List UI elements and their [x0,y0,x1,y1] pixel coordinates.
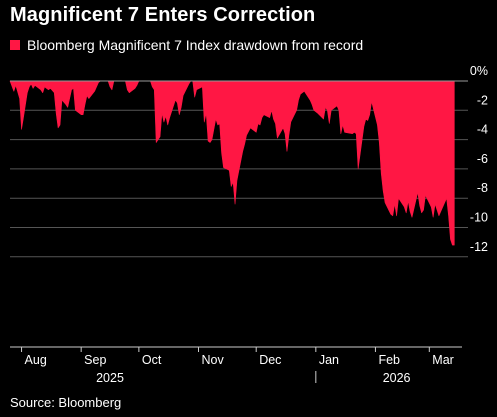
x-tick-label: Aug [25,353,47,367]
axes: 0% -2 -4 -6 -8 -10 -12 Aug Sep Oct Nov Dec Jan Feb Mar… [10,64,488,385]
x-tick-label: Feb [378,353,400,367]
y-tick-label: -4 [477,123,488,137]
x-tick-label: Sep [84,353,106,367]
drawdown-area [9,80,455,246]
y-tick-label: -2 [477,93,488,107]
x-tick-label: Nov [201,353,224,367]
x-tick-label: Jan [319,353,339,367]
legend-label: Bloomberg Magnificent 7 Index drawdown f… [27,37,364,53]
chart-legend: Bloomberg Magnificent 7 Index drawdown f… [10,37,363,53]
y-tick-label: -12 [470,240,488,254]
x-tick-label: Dec [259,353,281,367]
x-tick-label: Oct [142,353,162,367]
x-year-label: 2025 [96,371,124,385]
x-year-label: 2026 [383,371,411,385]
chart-title: Magnificent 7 Enters Correction [10,4,316,26]
legend-swatch [10,40,20,50]
y-tick-label: -8 [477,181,488,195]
plot-area [9,80,455,246]
y-tick-label: 0% [470,64,488,78]
y-tick-label: -10 [470,211,488,225]
x-tick-label: Mar [432,353,454,367]
y-tick-label: -6 [477,152,488,166]
source-note: Source: Bloomberg [10,395,122,410]
